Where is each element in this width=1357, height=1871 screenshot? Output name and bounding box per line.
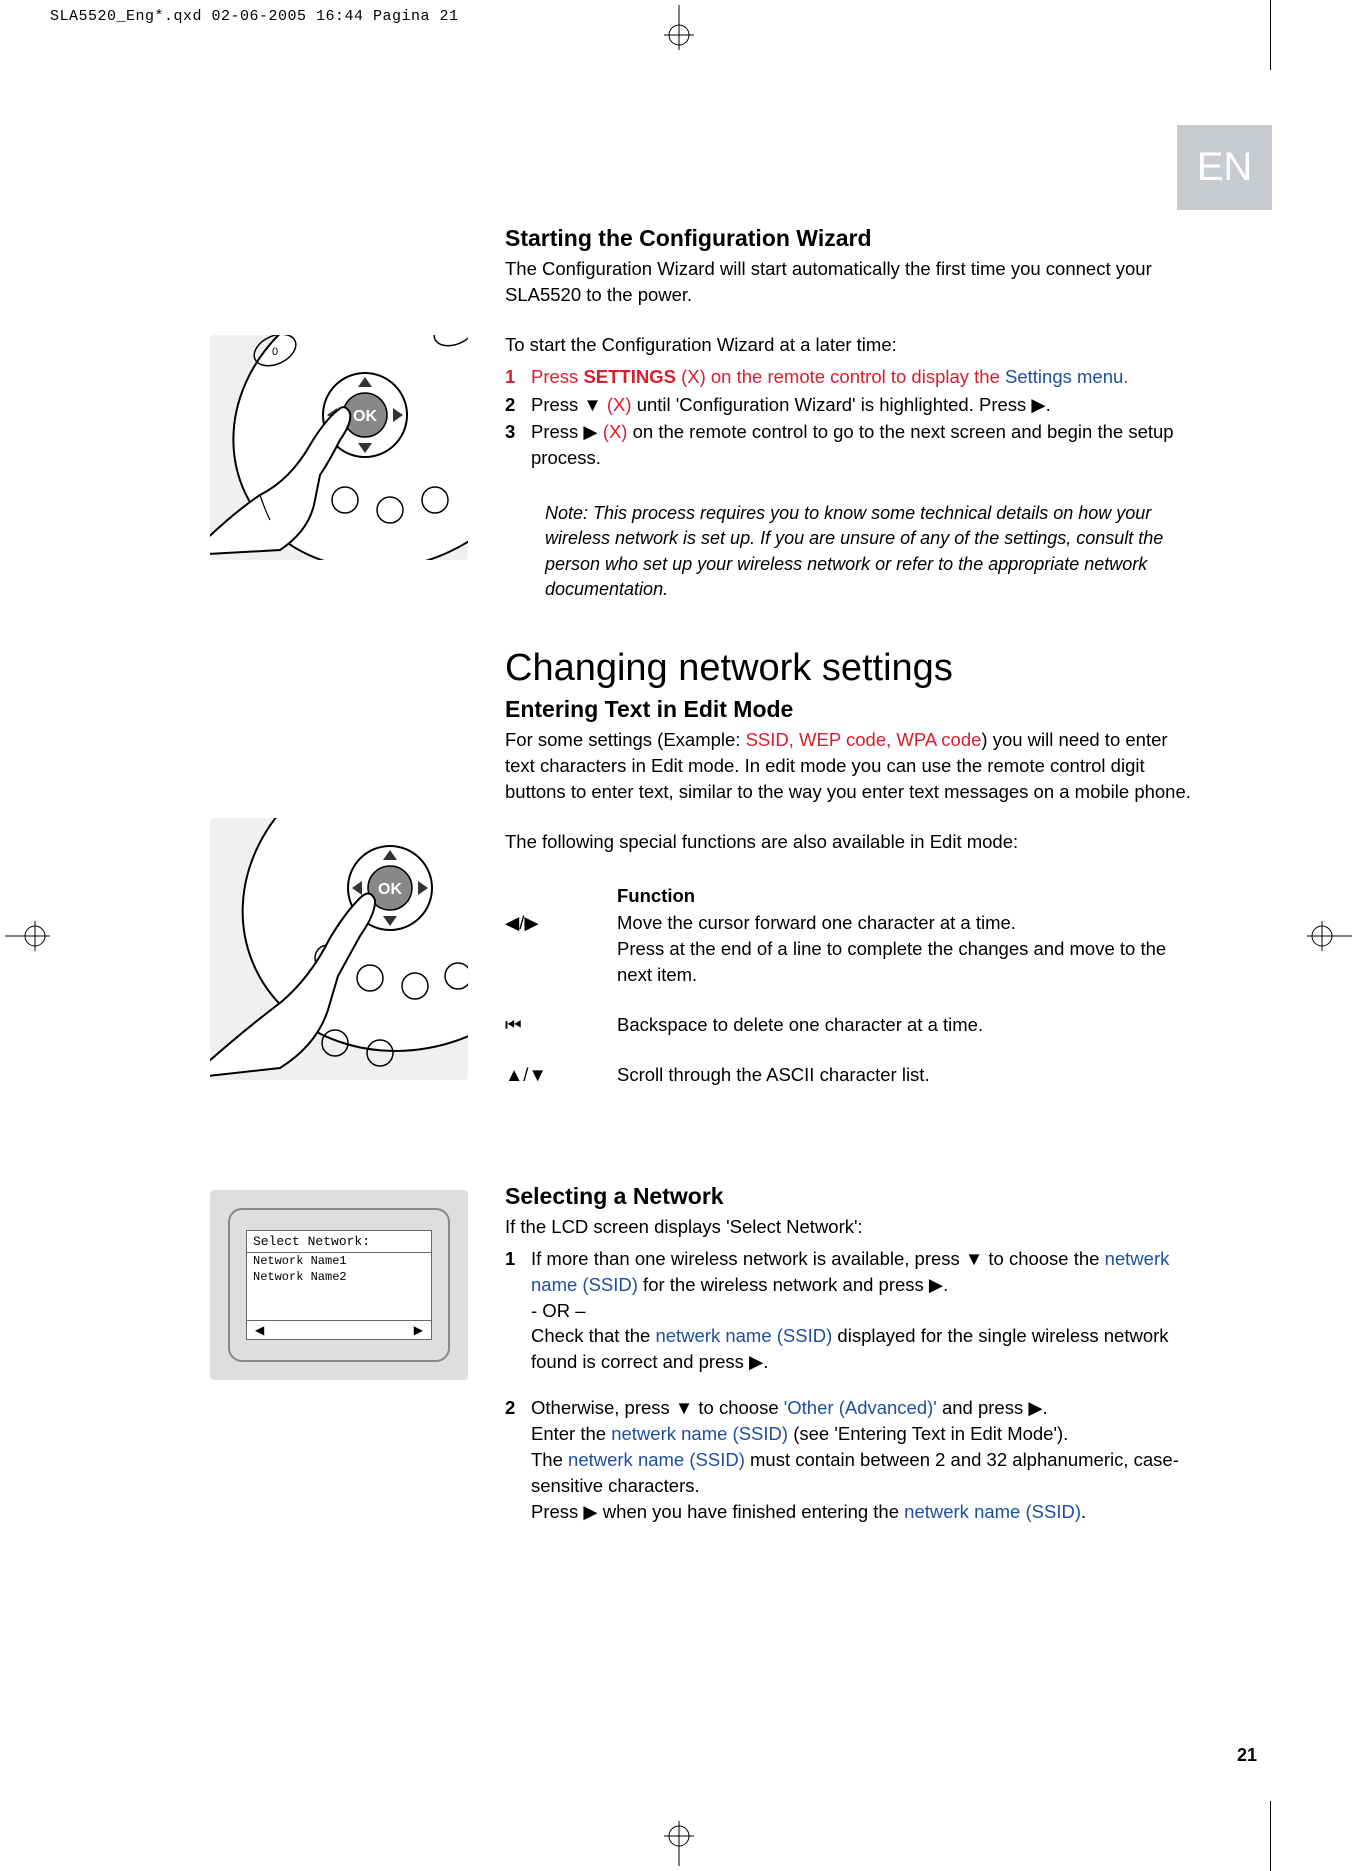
network-steps: 1 If more than one wireless network is a…	[505, 1246, 1200, 1375]
func-row-2: ⏮ Backspace to delete one character at a…	[505, 1012, 1200, 1038]
section-selecting-network: Selecting a Network If the LCD screen di…	[505, 1183, 1200, 1525]
step-number: 3	[505, 419, 531, 471]
step-text: Otherwise, press ▼ to choose 'Other (Adv…	[531, 1395, 1200, 1524]
section-heading-config-wizard: Starting the Configuration Wizard	[505, 225, 1200, 252]
lcd-item-1: Network Name1	[247, 1253, 431, 1269]
left-right-icon: ◀/▶	[505, 910, 617, 988]
step-text: Press SETTINGS (X) on the remote control…	[531, 364, 1128, 390]
content-column: Starting the Configuration Wizard The Co…	[505, 225, 1200, 1527]
note-block: Note: This process requires you to know …	[545, 501, 1200, 602]
func-text: Move the cursor forward one character at…	[617, 910, 1200, 988]
remote-illustration-1: OK 0	[210, 335, 468, 560]
page-number: 21	[1237, 1745, 1257, 1766]
step-3: 3 Press ▶ (X) on the remote control to g…	[505, 419, 1200, 471]
network-lead: If the LCD screen displays 'Select Netwo…	[505, 1214, 1200, 1240]
func-header: Function	[617, 883, 1200, 909]
svg-text:0: 0	[272, 346, 278, 358]
func-text: Scroll through the ASCII character list.	[617, 1062, 1200, 1088]
lcd-frame: Select Network: Network Name1 Network Na…	[228, 1208, 450, 1362]
network-step-1: 1 If more than one wireless network is a…	[505, 1246, 1200, 1375]
edit-mode-text: For some settings (Example: SSID, WEP co…	[505, 727, 1200, 805]
lcd-nav: ◀ ▶	[247, 1320, 431, 1339]
rewind-icon: ⏮	[505, 1012, 617, 1038]
lcd-item-2: Network Name2	[247, 1269, 431, 1285]
step-text: Press ▼ (X) until 'Configuration Wizard'…	[531, 392, 1051, 418]
trim-line-top	[1270, 0, 1271, 70]
svg-text:OK: OK	[353, 408, 377, 425]
lcd-illustration: Select Network: Network Name1 Network Na…	[210, 1190, 468, 1380]
config-steps: 1 Press SETTINGS (X) on the remote contr…	[505, 364, 1200, 472]
step-text: If more than one wireless network is ava…	[531, 1246, 1200, 1375]
func-row-1: ◀/▶ Move the cursor forward one characte…	[505, 910, 1200, 988]
section-heading-edit-mode: Entering Text in Edit Mode	[505, 696, 1200, 723]
step-number: 1	[505, 1246, 531, 1375]
function-table: Function ◀/▶ Move the cursor forward one…	[505, 883, 1200, 1088]
trim-line-bottom	[1270, 1801, 1271, 1871]
func-icon-cell	[505, 883, 617, 909]
up-down-icon: ▲/▼	[505, 1062, 617, 1088]
manual-page: SLA5520_Eng*.qxd 02-06-2005 16:44 Pagina…	[0, 0, 1357, 1871]
crop-mark-right-icon	[1302, 911, 1352, 961]
step-number: 2	[505, 392, 531, 418]
lcd-title: Select Network:	[247, 1231, 431, 1253]
section-heading-network: Selecting a Network	[505, 1183, 1200, 1210]
step-number: 1	[505, 364, 531, 390]
network-steps-2: 2 Otherwise, press ▼ to choose 'Other (A…	[505, 1395, 1200, 1524]
crop-mark-top-icon	[654, 5, 704, 55]
intro-text: The Configuration Wizard will start auto…	[505, 256, 1200, 308]
language-tab: EN	[1177, 125, 1272, 210]
remote-illustration-2: OK	[210, 818, 468, 1080]
step-text: Press ▶ (X) on the remote control to go …	[531, 419, 1200, 471]
step-2: 2 Press ▼ (X) until 'Configuration Wizar…	[505, 392, 1200, 418]
network-step-2: 2 Otherwise, press ▼ to choose 'Other (A…	[505, 1395, 1200, 1524]
step-number: 2	[505, 1395, 531, 1524]
func-text: Backspace to delete one character at a t…	[617, 1012, 1200, 1038]
step-1: 1 Press SETTINGS (X) on the remote contr…	[505, 364, 1200, 390]
svg-text:OK: OK	[378, 881, 402, 898]
lcd-screen: Select Network: Network Name1 Network Na…	[246, 1230, 432, 1340]
main-heading: Changing network settings	[505, 647, 1200, 690]
func-row-3: ▲/▼ Scroll through the ASCII character l…	[505, 1062, 1200, 1088]
crop-mark-bottom-icon	[654, 1816, 704, 1866]
lead-text: To start the Configuration Wizard at a l…	[505, 332, 1200, 358]
crop-mark-left-icon	[5, 911, 55, 961]
functions-lead: The following special functions are also…	[505, 829, 1200, 855]
lcd-nav-right: ▶	[414, 1323, 423, 1337]
lcd-nav-left: ◀	[255, 1323, 264, 1337]
